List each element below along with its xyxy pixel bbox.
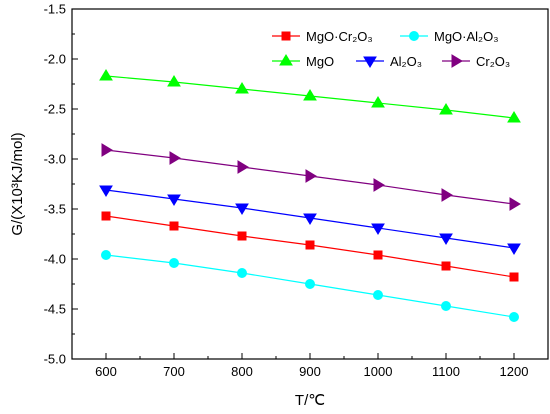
data-point — [99, 69, 113, 81]
y-tick-label: -1.5 — [44, 2, 66, 17]
data-point — [303, 89, 317, 101]
data-point — [237, 231, 247, 241]
data-point — [169, 258, 179, 268]
data-point — [507, 243, 521, 255]
data-point — [305, 240, 315, 250]
legend-item: MgO·Cr₂O₃ — [272, 29, 373, 44]
x-tick-label: 700 — [163, 364, 185, 379]
data-point — [441, 188, 453, 202]
data-point — [441, 261, 451, 271]
legend-item: MgO·Al₂O₃ — [400, 29, 499, 44]
data-point — [303, 213, 317, 225]
legend-marker — [279, 54, 293, 66]
data-point — [305, 279, 315, 289]
legend-label: MgO·Al₂O₃ — [434, 29, 499, 44]
axis-ticks: 600 700 800 900 1000 1100 1200 -1.5 -2.0 -2.5 -3.0… — [44, 2, 529, 380]
data-point — [237, 160, 249, 174]
legend-label: MgO·Cr₂O₃ — [306, 29, 373, 44]
data-point — [101, 143, 113, 157]
data-point — [439, 233, 453, 245]
series-1 — [101, 250, 519, 322]
legend-item: MgO — [272, 54, 334, 69]
legend: MgO·Cr₂O₃ MgO·Al₂O₃ MgO Al₂O₃ Cr₂O₃ — [272, 29, 510, 69]
data-point — [305, 169, 317, 183]
x-tick-label: 1100 — [432, 364, 460, 379]
x-tick-label: 600 — [95, 364, 117, 379]
y-tick-label: -4.5 — [44, 302, 66, 317]
x-tick-label: 1000 — [364, 364, 393, 379]
legend-marker — [451, 54, 463, 68]
data-point — [373, 178, 385, 192]
legend-label: MgO — [306, 54, 334, 69]
y-tick-label: -2.0 — [44, 52, 66, 67]
data-point — [509, 197, 521, 211]
data-point — [371, 223, 385, 235]
y-tick-label: -3.5 — [44, 202, 66, 217]
y-axis-title: G/(X10³KJ/mol) — [9, 132, 26, 235]
x-tick-label: 1200 — [500, 364, 529, 379]
data-point — [373, 290, 383, 300]
x-tick-label: 900 — [299, 364, 321, 379]
legend-marker — [281, 31, 291, 41]
data-point — [167, 194, 181, 206]
legend-label: Al₂O₃ — [390, 54, 422, 69]
legend-label: Cr₂O₃ — [476, 54, 510, 69]
data-point — [441, 301, 451, 311]
legend-marker — [409, 31, 419, 41]
data-point — [373, 250, 383, 260]
data-point — [507, 111, 521, 123]
data-point — [439, 103, 453, 115]
legend-item: Al₂O₃ — [356, 54, 422, 69]
data-point — [237, 268, 247, 278]
series-3 — [99, 185, 521, 255]
legend-marker — [363, 56, 377, 68]
y-tick-label: -2.5 — [44, 102, 66, 117]
x-axis-title: T/℃ — [295, 392, 325, 409]
series-2 — [99, 69, 521, 123]
data-point — [235, 82, 249, 94]
series-layer — [99, 69, 521, 322]
data-point — [371, 96, 385, 108]
y-tick-label: -3.0 — [44, 152, 66, 167]
series-0 — [101, 211, 519, 282]
data-point — [101, 250, 111, 260]
data-point — [99, 185, 113, 197]
data-point — [509, 272, 519, 282]
data-point — [169, 151, 181, 165]
y-tick-label: -4.0 — [44, 252, 66, 267]
series-4 — [101, 143, 521, 211]
y-tick-label: -5.0 — [44, 352, 66, 367]
data-point — [169, 221, 179, 231]
data-point — [235, 203, 249, 215]
data-point — [101, 211, 111, 221]
data-point — [167, 75, 181, 87]
x-tick-label: 800 — [231, 364, 253, 379]
legend-item: Cr₂O₃ — [442, 54, 510, 69]
data-point — [509, 312, 519, 322]
